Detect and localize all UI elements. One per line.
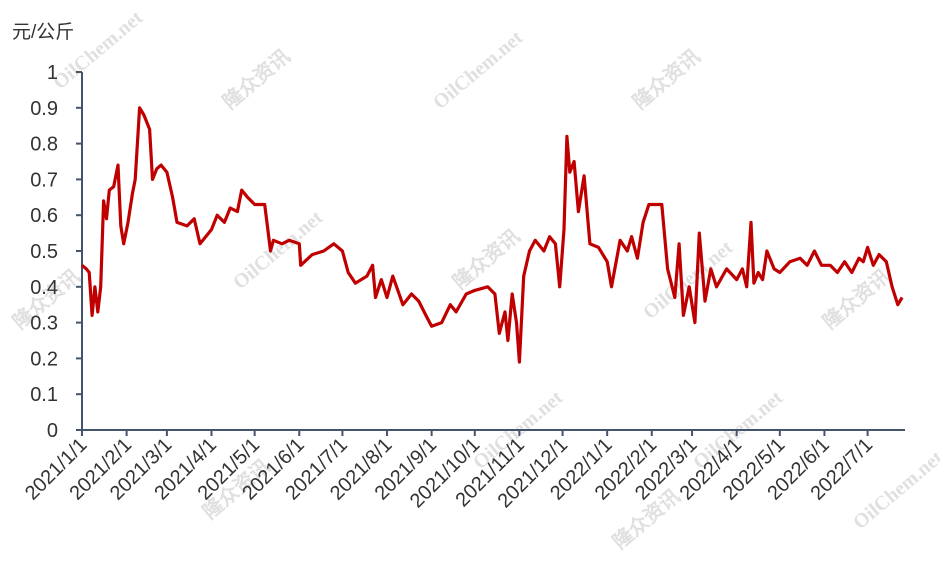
y-tick-label: 0 (47, 420, 58, 442)
y-tick-label: 0.1 (30, 384, 58, 406)
y-tick-label: 0.4 (30, 277, 58, 299)
watermark-site: OilChem.net (639, 236, 737, 323)
y-tick-label: 0.6 (30, 205, 58, 227)
watermark-brand: 隆众资讯 (218, 44, 295, 114)
y-tick-label: 0.7 (30, 169, 58, 191)
y-tick-label: 0.3 (30, 313, 58, 335)
data-line (80, 106, 904, 364)
watermark-brand: 隆众资讯 (628, 44, 705, 114)
watermark-site: OilChem.net (229, 206, 327, 293)
watermark-brand: 隆众资讯 (818, 264, 895, 334)
y-tick-label: 0.8 (30, 134, 58, 156)
y-tick-label: 0.2 (30, 348, 58, 370)
watermark-site: OilChem.net (429, 26, 527, 113)
watermark-site: OilChem.net (49, 6, 147, 93)
y-tick-label: 0.5 (30, 241, 58, 263)
y-tick-label: 1 (47, 62, 58, 84)
y-tick-label: 0.9 (30, 98, 58, 120)
watermark-brand: 隆众资讯 (448, 224, 525, 294)
y-axis-label: 元/公斤 (12, 21, 74, 43)
